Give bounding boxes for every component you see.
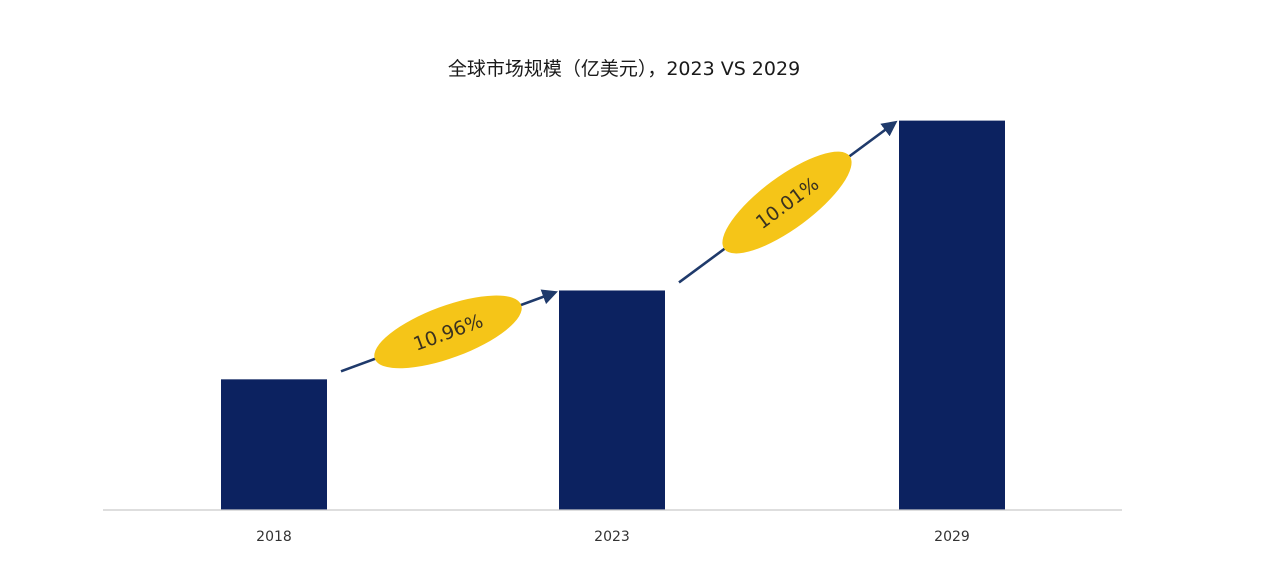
- x-tick-label-2029: 2029: [934, 529, 970, 545]
- x-tick-labels: 2018 2023 2029: [256, 529, 970, 545]
- growth-badge-2: 10.01%: [722, 151, 852, 254]
- growth-badge-1: 10.96%: [374, 295, 522, 369]
- x-tick-label-2023: 2023: [594, 529, 630, 545]
- bar-2029: [899, 120, 1005, 510]
- chart-title: 全球市场规模（亿美元），2023 VS 2029: [448, 58, 800, 80]
- x-tick-label-2018: 2018: [256, 529, 292, 545]
- growth-ellipse-2: [722, 151, 852, 254]
- growth-ellipse-1: [374, 295, 522, 369]
- bar-2023: [559, 290, 665, 510]
- bars-group: [221, 120, 1005, 510]
- bar-2018: [221, 379, 327, 510]
